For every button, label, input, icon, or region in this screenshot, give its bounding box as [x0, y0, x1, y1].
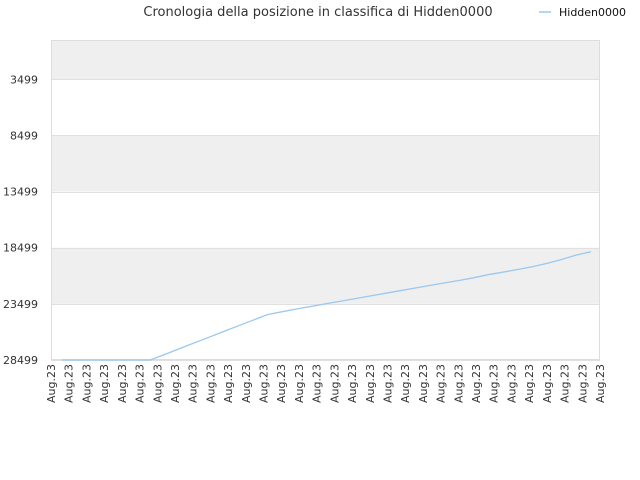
plot-band: [51, 79, 600, 136]
x-tick-label: Aug.23: [505, 364, 518, 403]
x-tick-label: Aug.23: [399, 364, 412, 403]
x-tick-label: Aug.23: [559, 364, 572, 403]
legend-label-hidden0000: Hidden0000: [559, 6, 626, 19]
x-tick-label: Aug.23: [116, 364, 129, 403]
x-tick-label: Aug.23: [541, 364, 554, 403]
x-tick-label: Aug.23: [204, 364, 217, 403]
y-tick-label: 18499: [3, 242, 38, 255]
y-tick-label: 8499: [10, 129, 38, 142]
x-tick-label: Aug.23: [488, 364, 501, 403]
x-tick-label: Aug.23: [435, 364, 448, 403]
x-tick-label: Aug.23: [346, 364, 359, 403]
x-tick-label: Aug.23: [328, 364, 341, 403]
legend[interactable]: Hidden0000: [539, 6, 626, 19]
y-tick-label: 13499: [3, 186, 38, 199]
plot-band: [51, 135, 600, 192]
x-tick-label: Aug.23: [275, 364, 288, 403]
x-tick-label: Aug.23: [364, 364, 377, 403]
x-tick-label: Aug.23: [222, 364, 235, 403]
x-tick-label: Aug.23: [63, 364, 76, 403]
x-tick-label: Aug.23: [293, 364, 306, 403]
x-tick-label: Aug.23: [151, 364, 164, 403]
x-tick-label: Aug.23: [45, 364, 58, 403]
plot-band: [51, 40, 600, 80]
series-layer: [62, 251, 592, 361]
x-axis-ticks: Aug.23 Aug.23 Aug.23 Aug.23 Aug.23 Aug.23 Aug.…: [45, 364, 607, 403]
chart-title: Cronologia della posizione in classifica…: [143, 5, 492, 20]
y-tick-label: 23499: [3, 298, 38, 311]
y-tick-label: 28499: [3, 354, 38, 367]
plot-band: [51, 191, 600, 248]
x-tick-label: Aug.23: [169, 364, 182, 403]
x-tick-label: Aug.23: [417, 364, 430, 403]
x-tick-label: Aug.23: [470, 364, 483, 403]
x-tick-label: Aug.23: [381, 364, 394, 403]
x-tick-label: Aug.23: [80, 364, 93, 403]
plot-bands: [51, 40, 600, 360]
x-tick-label: Aug.23: [523, 364, 536, 403]
x-tick-label: Aug.23: [187, 364, 200, 403]
y-tick-label: 3499: [10, 73, 38, 86]
x-tick-label: Aug.23: [258, 364, 271, 403]
x-tick-label: Aug.23: [576, 364, 589, 403]
x-tick-label: Aug.23: [134, 364, 147, 403]
y-axis-ticks: 3499 8499 13499 18499 23499 28499: [3, 73, 38, 367]
plot-band: [51, 303, 600, 360]
plot-band: [51, 247, 600, 304]
plot-border: [51, 40, 600, 360]
x-tick-label: Aug.23: [98, 364, 111, 403]
x-tick-label: Aug.23: [240, 364, 253, 403]
x-tick-label: Aug.23: [594, 364, 607, 403]
x-tick-label: Aug.23: [311, 364, 324, 403]
x-tick-label: Aug.23: [452, 364, 465, 403]
series-line-hidden0000: [62, 251, 592, 361]
